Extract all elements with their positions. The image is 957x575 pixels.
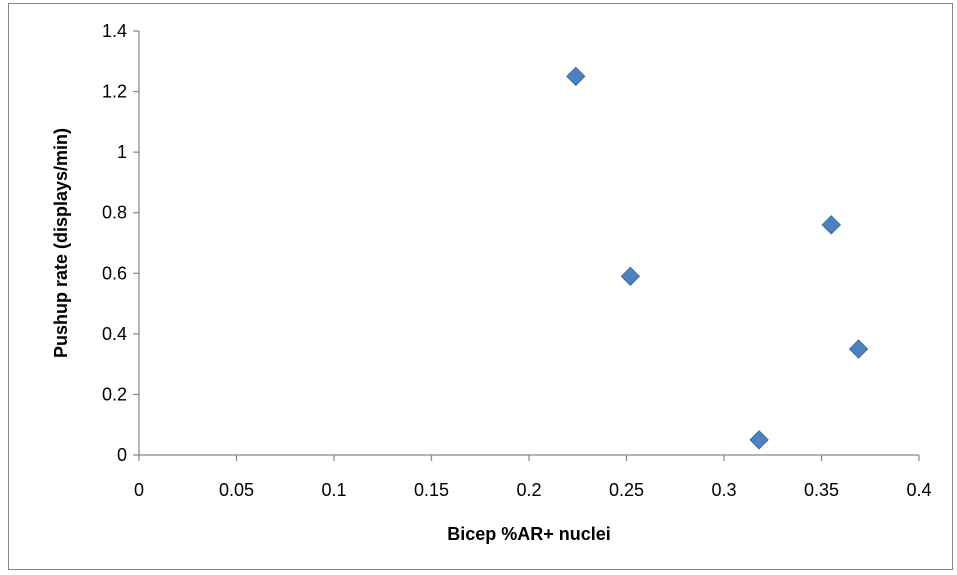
y-tick-label: 0.2: [102, 384, 127, 404]
y-tick-label: 0.4: [102, 324, 127, 344]
axes: [138, 31, 919, 456]
data-point: [749, 430, 769, 450]
x-tick-label: 0.35: [804, 480, 839, 500]
y-tick-label: 0: [117, 445, 127, 465]
x-axis-title: Bicep %AR+ nuclei: [447, 524, 611, 544]
y-tick-label: 1.4: [102, 21, 127, 41]
x-tick-label: 0.1: [321, 480, 346, 500]
y-axis-title: Pushup rate (displays/min): [51, 128, 71, 358]
data-points: [566, 66, 869, 450]
y-tick-label: 0.8: [102, 203, 127, 223]
data-point: [848, 339, 869, 359]
data-point: [620, 266, 641, 287]
y-tick-label: 1.2: [102, 82, 127, 102]
x-tick-label: 0: [134, 480, 144, 500]
x-tick-label: 0.15: [414, 480, 449, 500]
x-tick-label: 0.4: [906, 480, 931, 500]
y-tick-label: 1: [117, 142, 127, 162]
x-tick-label: 0.3: [711, 480, 736, 500]
x-tick-label: 0.05: [219, 480, 254, 500]
y-tick-label: 0.6: [102, 263, 127, 283]
data-point: [566, 66, 586, 87]
x-tick-label: 0.25: [609, 480, 644, 500]
chart-frame: [8, 3, 953, 570]
data-point: [821, 215, 841, 235]
x-axis-ticks: 0 0.05 0.1 0.15 0.2 0.25 0.3 0.35 0.4: [134, 455, 932, 500]
x-tick-label: 0.2: [516, 480, 541, 500]
y-axis-ticks: 0 0.2 0.4 0.6 0.8 1 1.2 1.4: [102, 21, 139, 465]
